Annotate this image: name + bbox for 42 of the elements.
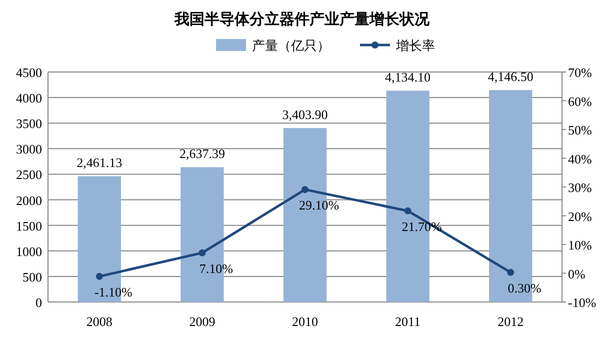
point bbox=[404, 207, 412, 214]
point bbox=[198, 249, 206, 256]
data-label: 21.70% bbox=[402, 218, 442, 234]
y-tick-label: 2000 bbox=[16, 192, 42, 208]
x-tick-label: 2009 bbox=[189, 314, 216, 329]
y2-tick-label: 40% bbox=[568, 151, 592, 166]
data-label: 2,637.39 bbox=[179, 146, 225, 162]
y-tick-label: 4500 bbox=[16, 65, 42, 80]
x-tick-label: 2011 bbox=[395, 314, 421, 329]
y2-tick-label: 60% bbox=[568, 94, 592, 109]
y2-tick-label: 10% bbox=[568, 238, 592, 252]
legend-label: 增长率 bbox=[395, 38, 435, 53]
y2-tick-label: 20% bbox=[568, 208, 592, 224]
y2-tick-label: 70% bbox=[568, 65, 592, 80]
data-label: -1.10% bbox=[94, 284, 133, 300]
data-label: 7.10% bbox=[199, 260, 234, 276]
y-tick-label: 1500 bbox=[16, 218, 42, 234]
y-tick-label: 2500 bbox=[16, 167, 42, 182]
x-tick-label: 2012 bbox=[498, 314, 524, 329]
point bbox=[507, 268, 514, 276]
legend-label: 产量（亿只） bbox=[252, 38, 330, 53]
point bbox=[96, 272, 103, 280]
chart-title: 我国半导体分立器件产业产量增长状况 bbox=[174, 10, 430, 28]
data-label: 29.10% bbox=[298, 198, 340, 213]
data-label: 4,146.50 bbox=[488, 69, 534, 84]
y2-tick-label: 30% bbox=[568, 180, 592, 195]
data-label: 4,134.10 bbox=[385, 70, 431, 85]
point bbox=[302, 186, 308, 194]
y-tick-label: 3000 bbox=[16, 142, 42, 157]
y-tick-label: 1000 bbox=[16, 244, 42, 259]
x-tick-label: 2008 bbox=[86, 314, 112, 329]
y-tick-label: 0 bbox=[36, 295, 42, 310]
data-label: 0.30% bbox=[508, 280, 542, 296]
x-tick-label: 2010 bbox=[292, 314, 318, 329]
data-label: 2,461.13 bbox=[76, 155, 122, 170]
y2-tick-label: 50% bbox=[568, 122, 592, 138]
y-tick-label: 3500 bbox=[16, 116, 42, 132]
y-tick-label: 4000 bbox=[16, 90, 42, 106]
y-tick-label: 500 bbox=[22, 269, 42, 284]
y2-tick-label: -10% bbox=[568, 295, 596, 310]
data-label: 3,403.90 bbox=[282, 107, 328, 122]
y2-tick-label: 0% bbox=[568, 266, 586, 282]
